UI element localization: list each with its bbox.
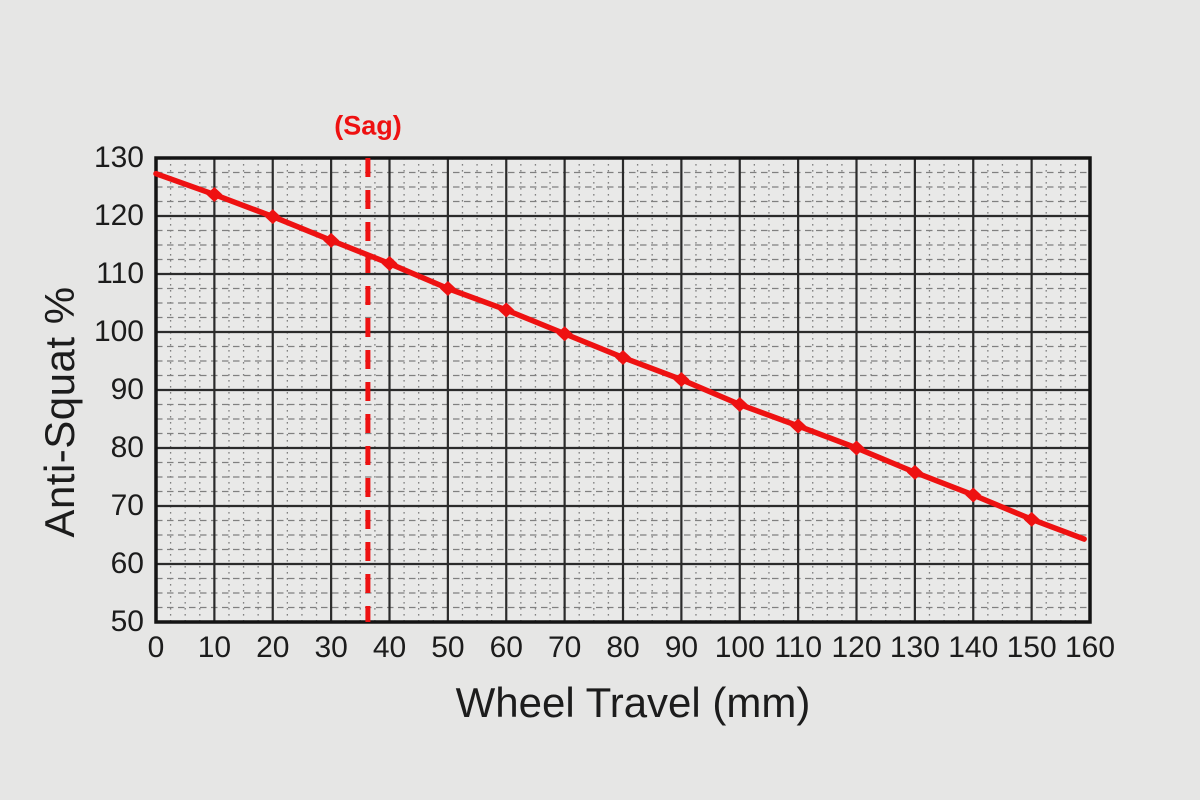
data-point-marker (906, 464, 923, 480)
data-point-marker (439, 281, 456, 296)
data-point-marker (615, 350, 631, 366)
data-point-marker (323, 232, 340, 248)
sag-annotation-label: (Sag) (334, 110, 402, 141)
data-point-marker (381, 256, 398, 272)
data-point-marker (790, 418, 807, 434)
data-point-marker (498, 302, 515, 318)
x-axis-title: Wheel Travel (mm) (455, 679, 811, 726)
data-point-marker (965, 487, 982, 503)
data-point-marker (673, 372, 690, 388)
y-axis-title: Anti-Squat % (36, 286, 83, 538)
data-point-marker (848, 440, 865, 456)
data-point-marker (556, 326, 573, 342)
data-point-marker (731, 397, 748, 412)
data-point-marker (264, 209, 281, 225)
data-point-marker (1023, 511, 1040, 527)
data-point-marker (206, 187, 223, 203)
plot-border (154, 156, 1092, 624)
